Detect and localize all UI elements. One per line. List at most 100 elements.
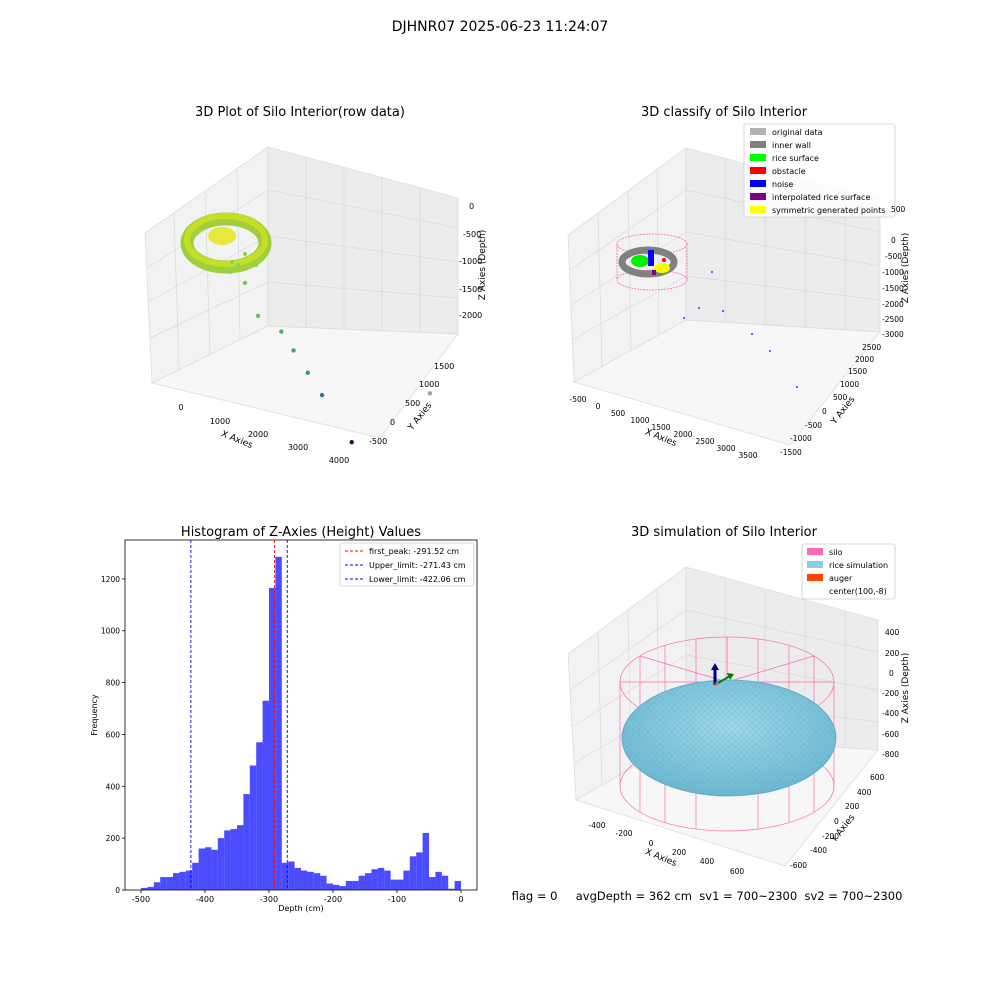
cls-grid — [569, 158, 881, 367]
cls-legend-label-rice: rice surface — [772, 154, 819, 163]
sim-legend-label-center: center(100,-8) — [829, 587, 887, 596]
raw-point-group — [242, 280, 433, 445]
cls-ztick-6: -2500 — [882, 315, 904, 324]
raw-point — [255, 313, 261, 318]
sim-title: 3D simulation of Silo Interior — [631, 525, 818, 540]
raw-point — [291, 348, 296, 353]
cls-xtick-6: 2500 — [695, 437, 714, 446]
hist-legend-frame — [339, 542, 475, 587]
hist-xtick-label: -200 — [324, 895, 342, 904]
raw-point — [279, 329, 284, 334]
raw-ytick-3: 1000 — [419, 380, 439, 389]
hist-bar — [281, 862, 289, 890]
hist-ylabel: Frequency — [90, 694, 99, 736]
sim-ytick-2: -200 — [822, 832, 839, 841]
cls-legend-frame — [743, 123, 896, 218]
cls-legend-swatch-obstacle — [750, 167, 766, 174]
sim-legend-label-auger: auger — [829, 574, 853, 583]
hist-ytick-label: 0 — [115, 886, 120, 895]
cls-ytick-7: 2000 — [855, 355, 874, 364]
hist-bar — [237, 825, 244, 890]
sim-rice-mesh — [622, 680, 836, 796]
cls-ztick-0: 500 — [891, 205, 906, 214]
raw-point — [305, 370, 310, 375]
cls-ytick-1: -1000 — [790, 434, 812, 443]
hist-bar — [313, 873, 321, 890]
raw-ztick-3: -1500 — [459, 285, 482, 294]
hist-bar — [224, 830, 231, 890]
panel-histogram: Histogram of Z-Axies (Height) Values -50… — [90, 525, 478, 913]
raw-xtick-3: 3000 — [288, 443, 308, 452]
hist-bar — [256, 742, 263, 890]
sim-legend-frame — [801, 543, 896, 600]
raw-ztick-2: -1000 — [459, 257, 482, 266]
hist-ytick-label: 400 — [106, 782, 121, 791]
hist-bar-group — [141, 556, 461, 890]
sim-xtick-5: 600 — [730, 867, 745, 876]
raw-ytick-1: 0 — [390, 418, 395, 427]
raw-ytick-0: -500 — [369, 437, 387, 446]
raw-xtick-2: 2000 — [248, 430, 268, 439]
sim-legend-label-rice: rice simulation — [829, 561, 888, 570]
sim-legend-swatch-rice — [807, 561, 823, 568]
sim-ztick-6: -800 — [882, 750, 899, 759]
raw-point — [319, 392, 325, 398]
hist-bar — [275, 556, 282, 890]
raw-xtick-4: 4000 — [329, 456, 349, 465]
cls-floor-pane — [572, 319, 881, 446]
hist-bar — [173, 873, 180, 890]
hist-bar — [192, 862, 199, 890]
hist-bar — [320, 875, 327, 890]
hist-xtick-label: 0 — [458, 895, 463, 904]
hist-bar — [429, 877, 436, 890]
raw-ring-cluster — [180, 212, 272, 274]
cls-legend-swatch-symmetric — [750, 206, 766, 213]
cls-ztick-4: -1500 — [882, 284, 904, 293]
cls-xtick-2: 500 — [611, 409, 626, 418]
cls-ytick-2: -500 — [805, 421, 822, 430]
hist-legend: first_peak: -291.52 cm Upper_limit: -271… — [339, 542, 475, 587]
cls-xtick-4: 1500 — [651, 423, 670, 432]
cls-ytick-3: 0 — [822, 407, 827, 416]
hist-bar — [230, 829, 237, 890]
hist-bar — [454, 880, 461, 890]
figure-suptitle: DJHNR07 2025-06-23 11:24:07 — [392, 19, 609, 35]
hist-bar — [160, 877, 167, 890]
sim-ztick-3: -200 — [882, 689, 899, 698]
cls-ytick-5: 1000 — [840, 380, 859, 389]
hist-bar — [371, 869, 378, 890]
sim-ztick-1: 200 — [885, 649, 900, 658]
sim-legend-swatch-silo — [807, 548, 823, 555]
sim-ytick-5: 400 — [857, 788, 872, 797]
raw-point — [349, 440, 354, 445]
cls-ztick-7: -3000 — [882, 330, 904, 339]
hist-legend-label-upper: Upper_limit: -271.43 cm — [369, 561, 466, 570]
hist-xtick-group: -500 -400 -300 -200 -100 0 — [132, 890, 464, 904]
hist-bar — [390, 879, 397, 890]
hist-ytick-label: 1200 — [101, 575, 120, 584]
raw-grid — [146, 157, 459, 370]
status-line: flag = 0 avgDepth = 362 cm sv1 = 700~230… — [512, 889, 903, 903]
raw-ytick-4: 1500 — [434, 362, 454, 371]
cls-legend-swatch-inner-wall — [750, 141, 766, 148]
sim-xtick-3: 200 — [672, 848, 687, 857]
hist-bar — [205, 847, 212, 890]
cls-legend-swatch-interpolated — [750, 193, 766, 200]
hist-bar — [307, 871, 314, 890]
hist-bar — [166, 877, 173, 890]
sim-ztick-0: 400 — [885, 628, 900, 637]
cls-legend: original data inner wall rice surface ob… — [743, 123, 896, 218]
sim-ztick-4: -400 — [882, 709, 899, 718]
sim-auger — [711, 663, 734, 686]
hist-bar — [262, 700, 269, 890]
hist-ytick-label: 800 — [106, 679, 121, 688]
sim-ytick-4: 200 — [845, 802, 860, 811]
cls-legend-label-interpolated: interpolated rice surface — [772, 193, 870, 202]
hist-bar — [185, 870, 193, 890]
panel-raw-3d: 3D Plot of Silo Interior(row data) 0 — [144, 105, 488, 465]
sim-ytick-1: -400 — [810, 846, 827, 855]
hist-bar — [352, 880, 359, 890]
hist-bar — [211, 849, 218, 890]
cls-ztick-5: -2000 — [882, 300, 904, 309]
sim-ztick-5: -600 — [882, 730, 899, 739]
